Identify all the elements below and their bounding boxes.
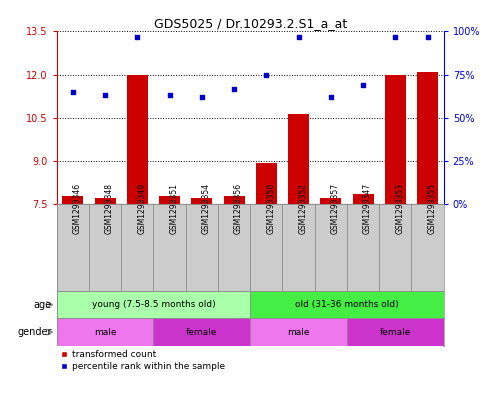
Title: GDS5025 / Dr.10293.2.S1_a_at: GDS5025 / Dr.10293.2.S1_a_at — [154, 17, 347, 30]
Point — [198, 94, 206, 100]
Text: young (7.5-8.5 months old): young (7.5-8.5 months old) — [92, 300, 215, 309]
Point — [101, 92, 109, 99]
Bar — [385, 75, 406, 204]
Legend: transformed count, percentile rank within the sample: transformed count, percentile rank withi… — [58, 347, 229, 375]
Bar — [352, 194, 374, 204]
Text: old (31-36 months old): old (31-36 months old) — [295, 300, 399, 309]
Text: male: male — [94, 328, 116, 336]
Point — [391, 33, 399, 40]
Text: GSM1293357: GSM1293357 — [331, 183, 340, 234]
Point — [359, 82, 367, 88]
Bar — [320, 198, 341, 204]
Text: GSM1293346: GSM1293346 — [73, 183, 82, 234]
Bar — [153, 204, 186, 291]
Text: GSM1293348: GSM1293348 — [105, 183, 114, 234]
Point — [166, 92, 174, 99]
Point — [230, 85, 238, 92]
Bar — [186, 204, 218, 291]
Text: GSM1293353: GSM1293353 — [395, 183, 404, 234]
Bar — [218, 204, 250, 291]
Bar — [159, 196, 180, 204]
Bar — [256, 163, 277, 204]
Bar — [379, 204, 412, 291]
Bar — [224, 196, 245, 204]
Bar — [95, 198, 115, 204]
Text: GSM1293347: GSM1293347 — [363, 183, 372, 234]
Bar — [315, 204, 347, 291]
Bar — [153, 318, 250, 346]
Text: GSM1293350: GSM1293350 — [266, 183, 275, 234]
Text: age: age — [34, 299, 52, 310]
Bar — [121, 204, 153, 291]
Bar — [412, 204, 444, 291]
Text: GSM1293351: GSM1293351 — [170, 183, 178, 234]
Bar — [250, 318, 347, 346]
Bar — [250, 204, 282, 291]
Bar — [288, 114, 309, 204]
Bar — [250, 291, 444, 318]
Point — [69, 89, 77, 95]
Text: GSM1293352: GSM1293352 — [299, 183, 308, 234]
Point — [134, 33, 141, 40]
Point — [327, 94, 335, 100]
Text: GSM1293356: GSM1293356 — [234, 183, 243, 234]
Bar — [57, 204, 89, 291]
Point — [423, 33, 431, 40]
Text: female: female — [380, 328, 411, 336]
Text: male: male — [287, 328, 310, 336]
Point — [295, 33, 303, 40]
Bar — [347, 204, 379, 291]
Bar — [282, 204, 315, 291]
Bar — [57, 291, 250, 318]
Text: GSM1293355: GSM1293355 — [427, 183, 437, 234]
Bar — [191, 198, 212, 204]
Bar — [57, 318, 153, 346]
Bar — [89, 204, 121, 291]
Text: female: female — [186, 328, 217, 336]
Bar — [127, 75, 148, 204]
Bar — [347, 318, 444, 346]
Text: GSM1293354: GSM1293354 — [202, 183, 211, 234]
Bar — [62, 196, 83, 204]
Point — [262, 72, 270, 78]
Text: GSM1293349: GSM1293349 — [138, 183, 146, 234]
Bar — [417, 72, 438, 204]
Text: gender: gender — [17, 327, 52, 337]
